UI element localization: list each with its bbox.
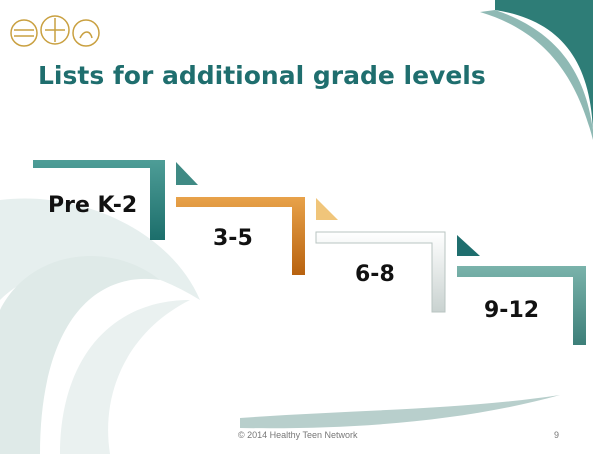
step-label: 9-12 bbox=[484, 298, 539, 323]
slide: Lists for additional grade levels Pre K-… bbox=[0, 0, 593, 454]
page: Lists for additional grade levels Pre K-… bbox=[0, 0, 593, 454]
logo bbox=[11, 16, 99, 46]
step-label: 6-8 bbox=[355, 262, 395, 287]
swoosh bbox=[240, 395, 560, 428]
page-number: 9 bbox=[554, 430, 559, 440]
swoosh bbox=[60, 300, 190, 454]
step-arrow bbox=[176, 162, 198, 185]
step-label: 3-5 bbox=[213, 226, 253, 251]
step-label: Pre K-2 bbox=[48, 193, 137, 218]
step-arrow bbox=[457, 235, 480, 256]
step-arrow bbox=[316, 198, 338, 220]
title: Lists for additional grade levels bbox=[38, 61, 486, 90]
footer: © 2014 Healthy Teen Network bbox=[238, 430, 358, 440]
